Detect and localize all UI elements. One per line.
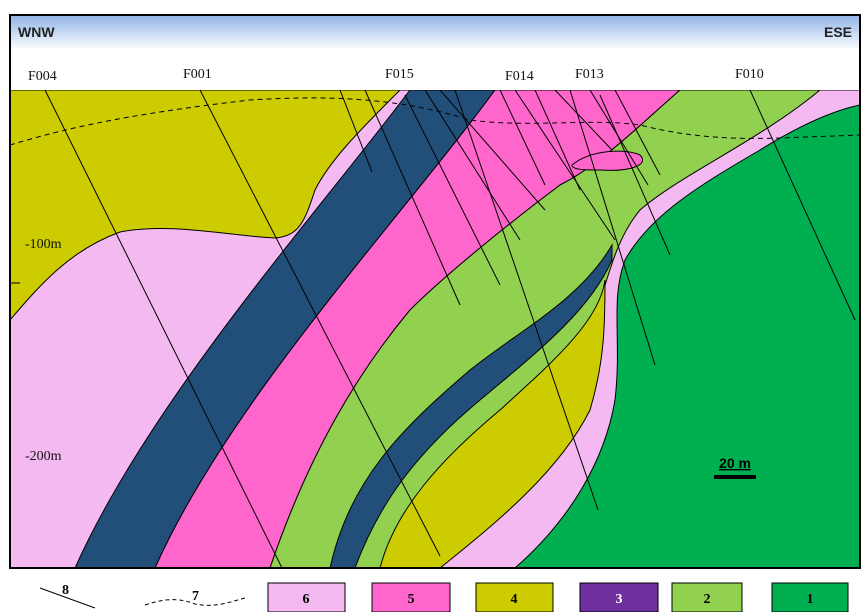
legend-label: 5 [408,592,415,607]
legend-label: 1 [807,592,814,607]
legend-label: 2 [704,592,711,607]
header-band [10,15,860,50]
fault-label: F013 [575,67,604,82]
scale-label: 20 m [719,455,751,471]
fault-label: F010 [735,67,764,82]
fault-label: F014 [505,69,534,84]
legend-label: 4 [511,592,518,607]
fault-label: F004 [28,69,57,84]
legend-label: 6 [303,592,310,607]
legend-label: 7 [192,589,199,604]
direction-right: ESE [824,24,852,40]
legend-label: 8 [62,583,69,598]
legend: 8 7 6 5 4 3 2 1 [40,583,848,612]
depth-label: -100m [25,237,62,252]
direction-left: WNW [18,24,55,40]
fault-label: F001 [183,67,212,82]
legend-label: 3 [616,592,623,607]
geology [10,90,860,568]
depth-label: -200m [25,449,62,464]
fault-label: F015 [385,67,414,82]
cross-section: WNW ESE [0,0,864,612]
scale-bar [714,475,756,479]
